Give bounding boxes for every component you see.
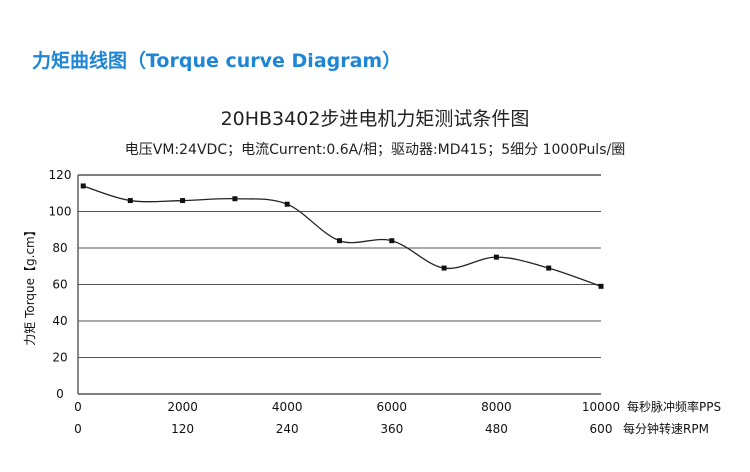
y-tick-label: 100: [49, 205, 72, 219]
chart-title: 20HB3402步进电机力矩测试条件图: [220, 108, 530, 130]
y-tick-label: 60: [52, 278, 67, 292]
x2-tick-label: 600: [590, 422, 613, 436]
x-tick-label: 6000: [377, 400, 408, 414]
y-tick-label: 40: [52, 314, 67, 328]
x2-tick-labels: 0 120 240 360 480 600: [74, 422, 612, 436]
data-point: [389, 238, 395, 244]
x2-tick-label: 0: [74, 422, 82, 436]
data-point: [598, 283, 604, 289]
x2-axis-label: 每分钟转速RPM: [623, 421, 709, 436]
data-point: [493, 254, 499, 260]
y-tick-label: 120: [49, 168, 72, 182]
data-point: [232, 196, 238, 202]
x-tick-label: 10000: [582, 400, 620, 414]
data-point: [180, 198, 186, 204]
x2-tick-label: 120: [171, 422, 194, 436]
y-axis-label: 力矩 Torque【g.cm】: [23, 224, 37, 346]
page-header: 力矩曲线图（Torque curve Diagram）: [32, 50, 402, 72]
data-point: [337, 238, 342, 244]
y-tick-label: 20: [52, 351, 67, 365]
y-tick-labels: 0 20 40 60 80 100 120: [49, 168, 72, 401]
torque-series-line: [83, 185, 602, 287]
x2-tick-label: 240: [276, 422, 299, 436]
x-tick-label: 0: [74, 400, 82, 414]
x-tick-label: 4000: [272, 400, 303, 414]
data-point: [127, 198, 133, 204]
x-tick-label: 8000: [481, 400, 512, 414]
y-tick-label: 80: [52, 241, 67, 255]
chart-subtitle: 电压VM:24VDC；电流Current:0.6A/相；驱动器:MD415；5细…: [124, 142, 626, 158]
x-axis-label: 每秒脉冲频率PPS: [627, 399, 721, 414]
y-tick-label: 0: [56, 387, 64, 401]
grid-lines: [77, 174, 601, 395]
data-points: [80, 183, 604, 289]
x-tick-label: 2000: [167, 400, 198, 414]
x-tick-labels: 0 2000 4000 6000 8000 10000: [74, 400, 620, 414]
data-point: [284, 201, 290, 207]
data-point: [546, 265, 552, 271]
data-point: [80, 183, 86, 189]
data-point: [441, 265, 447, 271]
x2-tick-label: 480: [485, 422, 508, 436]
x2-tick-label: 360: [380, 422, 403, 436]
